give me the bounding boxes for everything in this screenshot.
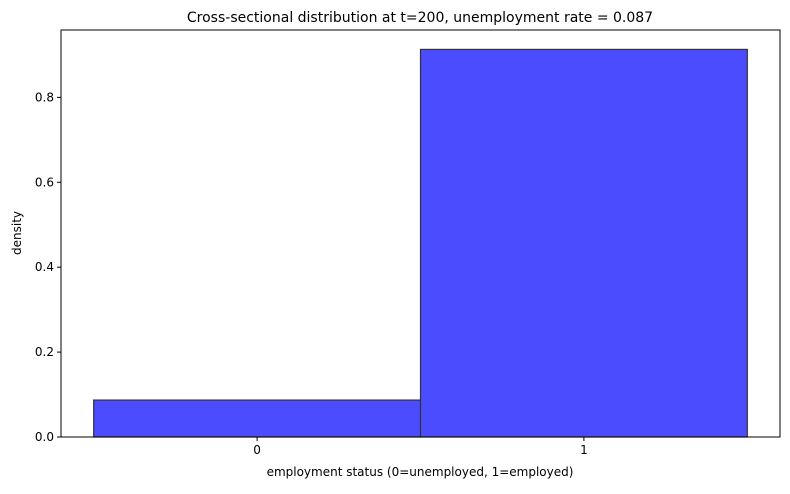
axes-frame	[60, 29, 781, 438]
x-tick-label: 1	[580, 443, 588, 457]
x-axis-label: employment status (0=unemployed, 1=emplo…	[267, 465, 574, 479]
histogram-bar-1	[419, 48, 748, 438]
y-tick-label: 0.8	[35, 90, 54, 104]
y-tick-label: 0.0	[35, 430, 54, 444]
y-tick-label: 0.2	[35, 345, 54, 359]
chart-title: Cross-sectional distribution at t=200, u…	[187, 10, 653, 26]
histogram-bar-0	[93, 399, 422, 438]
x-tick-label: 0	[253, 443, 261, 457]
y-tick-label: 0.4	[35, 260, 54, 274]
y-tick-label: 0.6	[35, 175, 54, 189]
y-axis-label: density	[10, 211, 24, 255]
